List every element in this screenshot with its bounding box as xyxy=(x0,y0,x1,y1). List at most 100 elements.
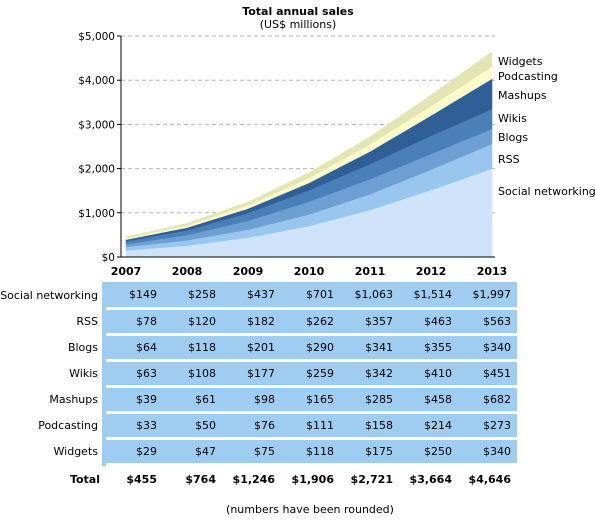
series-label: Podcasting xyxy=(498,70,558,83)
total-cell: $4,646 xyxy=(468,473,511,487)
total-label: Total xyxy=(69,472,100,486)
table-row: Mashups $39 $61 $98 $165 $285 $458 $682 xyxy=(0,386,517,414)
table-cell: $342 xyxy=(340,360,399,388)
table-cell: $63 xyxy=(102,360,163,388)
table-cell: $451 xyxy=(458,360,517,388)
table-cell: $61 xyxy=(163,386,222,414)
total-row: Total $455 $764 $1,246 $1,906 $2,721 $3,664 $4,… xyxy=(0,464,517,494)
table-cell: $340 xyxy=(458,334,517,362)
table-cell: $682 xyxy=(458,386,517,414)
table-cell: $118 xyxy=(163,334,222,362)
table-cell: $175 xyxy=(340,438,399,466)
x-axis-ticks: 2007 2008 2009 2010 2011 2012 2013 xyxy=(111,265,508,278)
table-cell: $340 xyxy=(458,438,517,466)
area-widgets xyxy=(125,51,493,239)
series-label: Widgets xyxy=(498,55,543,68)
table-cell: $120 xyxy=(163,308,222,336)
x-tick-label: 2013 xyxy=(477,265,508,278)
table-row: Blogs $64 $118 $201 $290 $341 $355 $340 xyxy=(0,334,517,362)
table-cell: $285 xyxy=(340,386,399,414)
row-label: Blogs xyxy=(67,340,98,354)
row-label: RSS xyxy=(76,314,98,328)
series-label: Social networking xyxy=(498,185,595,198)
table-cell: $262 xyxy=(281,308,340,336)
series-label: Wikis xyxy=(498,112,527,125)
table-cell: $258 xyxy=(163,282,222,310)
table-cell: $118 xyxy=(281,438,340,466)
table-row: Widgets $29 $47 $75 $118 $175 $250 $340 xyxy=(0,438,517,466)
chart-title: Total annual sales xyxy=(242,5,354,18)
y-tick-label: $3,000 xyxy=(78,119,115,131)
y-tick-label: $4,000 xyxy=(78,75,115,87)
table-cell: $78 xyxy=(102,308,163,336)
total-cell: $455 xyxy=(126,473,157,487)
table-cell: $355 xyxy=(399,334,458,362)
y-tick-label: $5,000 xyxy=(78,31,115,43)
row-label: Podcasting xyxy=(38,418,98,432)
y-tick-label: $0 xyxy=(102,252,115,264)
row-label: Social networking xyxy=(0,288,98,302)
footnote-text: (numbers have been rounded) xyxy=(226,503,394,516)
y-tick-label: $2,000 xyxy=(78,164,115,176)
chart-subtitle: (US$ millions) xyxy=(260,18,336,31)
table-cell: $410 xyxy=(399,360,458,388)
table-cell: $158 xyxy=(340,412,399,440)
table-cell: $701 xyxy=(281,282,340,310)
table-cell: $341 xyxy=(340,334,399,362)
total-cell: $764 xyxy=(185,473,216,487)
total-cell: $1,906 xyxy=(291,473,334,487)
table-cell: $214 xyxy=(399,412,458,440)
total-cell: $2,721 xyxy=(350,473,393,487)
x-tick-label: 2012 xyxy=(416,265,447,278)
table-row: Wikis $63 $108 $177 $259 $342 $410 $451 xyxy=(0,360,517,388)
data-table: Social networking $149 $258 $437 $701 $1,063 $… xyxy=(0,282,517,494)
table-cell: $273 xyxy=(458,412,517,440)
series-label: RSS xyxy=(498,153,520,166)
row-label: Mashups xyxy=(49,392,98,406)
table-cell: $182 xyxy=(222,308,281,336)
table-cell: $201 xyxy=(222,334,281,362)
table-cell: $76 xyxy=(222,412,281,440)
table-cell: $47 xyxy=(163,438,222,466)
table-cell: $563 xyxy=(458,308,517,336)
table-cell: $437 xyxy=(222,282,281,310)
table-cell: $259 xyxy=(281,360,340,388)
table-cell: $149 xyxy=(102,282,163,310)
table-cell: $111 xyxy=(281,412,340,440)
table-cell: $108 xyxy=(163,360,222,388)
table-cell: $165 xyxy=(281,386,340,414)
table-cell: $39 xyxy=(102,386,163,414)
table-cell: $463 xyxy=(399,308,458,336)
table-row: Podcasting $33 $50 $76 $111 $158 $214 $273 xyxy=(0,412,517,440)
axes xyxy=(120,36,495,258)
y-tick-label: $1,000 xyxy=(78,208,115,220)
y-axis-ticks: $0 $1,000 $2,000 $3,000 $4,000 $5,000 xyxy=(78,31,121,264)
table-row: RSS $78 $120 $182 $262 $357 $463 $563 xyxy=(0,308,517,336)
table-cell: $33 xyxy=(102,412,163,440)
table-cell: $357 xyxy=(340,308,399,336)
table-cell: $1,514 xyxy=(399,282,458,310)
table-cell: $290 xyxy=(281,334,340,362)
series-labels: Social networking RSS Blogs Wikis Mashups Pod… xyxy=(498,55,595,198)
series-label: Blogs xyxy=(498,131,528,144)
x-tick-label: 2007 xyxy=(111,265,142,278)
footnote: (numbers have been rounded) xyxy=(0,503,510,516)
table-cell: $98 xyxy=(222,386,281,414)
total-cell: $3,664 xyxy=(409,473,452,487)
x-tick-label: 2010 xyxy=(294,265,325,278)
row-label: Widgets xyxy=(53,444,98,458)
area-series xyxy=(125,51,493,258)
table-cell: $1,063 xyxy=(340,282,399,310)
table-row: Social networking $149 $258 $437 $701 $1,063 $… xyxy=(0,282,517,310)
area-chart: Total annual sales (US$ millions) $0 $1,0… xyxy=(78,5,595,278)
x-tick-label: 2011 xyxy=(355,265,386,278)
table-cell: $177 xyxy=(222,360,281,388)
table-cell: $29 xyxy=(102,438,163,466)
series-label: Mashups xyxy=(498,89,547,102)
table-cell: $75 xyxy=(222,438,281,466)
x-tick-label: 2009 xyxy=(233,265,264,278)
total-cell: $1,246 xyxy=(232,473,275,487)
table-cell: $50 xyxy=(163,412,222,440)
x-tick-label: 2008 xyxy=(172,265,203,278)
row-label: Wikis xyxy=(69,366,98,380)
